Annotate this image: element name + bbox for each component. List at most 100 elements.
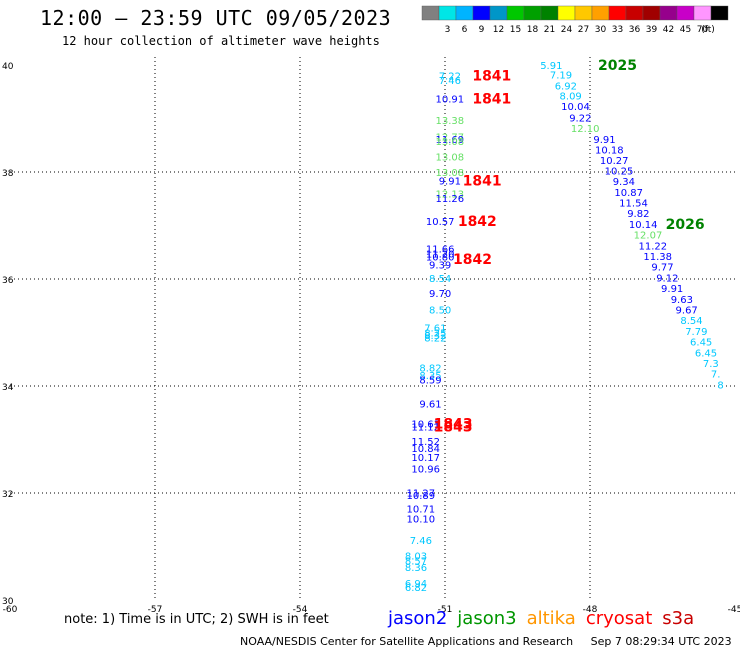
wave-height-label: 12.13 <box>436 189 465 200</box>
colorbar-tick-label: 21 <box>544 25 555 35</box>
wave-height-label: 10.89 <box>407 491 436 502</box>
wave-height-label: 8.32 <box>424 331 446 342</box>
colorbar-tick-label: 24 <box>561 25 573 35</box>
wave-height-label: 8.35 <box>419 371 441 382</box>
wave-height-label: 10.84 <box>411 444 440 455</box>
wave-height-label: 11.22 <box>639 241 668 252</box>
wave-height-label: 11.66 <box>426 245 455 256</box>
wave-height-label: 11.26 <box>436 194 465 205</box>
wave-height-label: 8.25 <box>424 329 446 340</box>
colorbar-tick-label: 36 <box>629 25 641 35</box>
wave-height-label: 13.38 <box>436 116 465 127</box>
wave-height-label: 9.82 <box>627 209 649 220</box>
wave-height-label: 9.91 <box>661 284 683 295</box>
wave-height-label: 7.46 <box>439 76 461 87</box>
footnote: note: 1) Time is in UTC; 2) SWH is in fe… <box>64 612 329 627</box>
wave-height-label: 7.46 <box>410 536 432 547</box>
y-tick-label: 32 <box>2 490 13 500</box>
colorbar-swatch <box>710 5 729 21</box>
wave-height-label: 13.08 <box>436 137 465 148</box>
wave-height-label: 10.87 <box>614 188 643 199</box>
credit-line: NOAA/NESDIS Center for Satellite Applica… <box>240 635 732 648</box>
wave-height-label: 7.61 <box>424 324 446 335</box>
colorbar-tick-label: 6 <box>462 25 468 35</box>
wave-height-label: 8.82 <box>419 363 441 374</box>
wave-height-label: 8.09 <box>560 91 582 102</box>
pass-time-label: 1842 <box>453 252 492 268</box>
colorbar-tick-label: 12 <box>493 25 504 35</box>
wave-height-label: 13.08 <box>436 152 465 163</box>
wave-height-label: 6.45 <box>695 348 717 359</box>
x-tick-label: -45 <box>728 605 740 615</box>
wave-height-label: 10.96 <box>411 464 440 475</box>
colorbar-tick-label: 3 <box>445 25 451 35</box>
x-tick-label: -60 <box>3 605 18 615</box>
wave-height-label: 11.12 <box>411 423 440 434</box>
x-tick-label: -54 <box>293 605 308 615</box>
wave-height-label: 8.57 <box>405 556 427 567</box>
y-tick-label: 38 <box>2 169 14 179</box>
wave-height-label: 12.77 <box>436 133 465 144</box>
wave-height-map: -60 -57 -54 -51 -48 -453032343638407.227.4610… <box>2 57 740 615</box>
wave-height-label: 9.34 <box>613 177 635 188</box>
wave-height-label: 8.54 <box>429 274 451 285</box>
colorbar-tick-label: 45 <box>680 25 691 35</box>
pass-time-label: 1842 <box>458 214 497 230</box>
colorbar-tick-label: 39 <box>646 25 658 35</box>
colorbar-tick-label: 9 <box>479 25 485 35</box>
wave-height-label: 8.22 <box>424 333 446 344</box>
pass-time-label: 1841 <box>472 92 511 108</box>
x-tick-label: -51 <box>438 605 453 615</box>
wave-height-label: 10.18 <box>595 146 624 157</box>
colorbar-tick-label: 42 <box>663 25 674 35</box>
y-tick-label: 34 <box>2 383 14 393</box>
wave-height-label: 8.03 <box>405 552 427 563</box>
colorbar-tick-label: 33 <box>612 25 623 35</box>
pass-time-label: 1841 <box>463 174 502 190</box>
satellite-legend-item: jason3 <box>457 608 517 629</box>
wave-height-label: 7.3 <box>703 359 719 370</box>
wave-height-label: 10.61 <box>411 419 440 430</box>
colorbar-tick-label: 70 <box>697 25 709 35</box>
wave-height-label: 8.36 <box>405 563 427 574</box>
wave-height-label: 9.39 <box>429 261 451 272</box>
wave-height-label: 11.54 <box>619 198 648 209</box>
y-tick-label: 36 <box>2 276 14 286</box>
wave-height-label: 10.27 <box>600 156 629 167</box>
wave-height-label: 7.19 <box>550 71 572 82</box>
wave-height-label: 9.12 <box>656 273 678 284</box>
pass-time-label: 2025 <box>598 58 637 74</box>
colorbar-unit: (ft) <box>701 25 715 35</box>
color-scale-legend: 3 6 9 12 15 18 21 24 27 30 33 36 39 42 45 70(ft) <box>421 5 729 35</box>
wave-height-label: 9.22 <box>569 113 591 124</box>
wave-height-label: 11.27 <box>407 488 436 499</box>
wave-height-label: 10.10 <box>407 515 436 526</box>
wave-height-label: 9.70 <box>429 289 451 300</box>
pass-time-label: 1843 <box>434 420 473 436</box>
page-subtitle: 12 hour collection of altimeter wave hei… <box>62 34 380 48</box>
satellite-legend: jason2 jason3 altika cryosat s3a <box>388 608 704 629</box>
wave-height-label: 10.04 <box>561 102 590 113</box>
wave-height-label: 11.52 <box>411 437 440 448</box>
y-tick-label: 30 <box>2 597 14 607</box>
wave-height-label: 6.94 <box>405 579 427 590</box>
wave-height-label: 11.69 <box>436 135 465 146</box>
wave-height-label: 7.22 <box>439 72 461 83</box>
wave-height-label: 9.91 <box>593 135 615 146</box>
wave-height-label: 8.54 <box>680 316 702 327</box>
pass-time-label: 2026 <box>666 217 705 233</box>
wave-height-label: 6.92 <box>555 81 577 92</box>
y-tick-label: 40 <box>2 62 14 72</box>
colorbar-tick-label: 15 <box>510 25 521 35</box>
wave-height-label: 8 <box>717 380 723 391</box>
colorbar-tick-label: 30 <box>595 25 607 35</box>
wave-height-label: 10.17 <box>411 453 440 464</box>
x-tick-label: -48 <box>583 605 598 615</box>
page-title: 12:00 — 23:59 UTC 09/05/2023 <box>40 6 392 30</box>
wave-height-label: 6.82 <box>405 583 427 594</box>
wave-height-label: 11.38 <box>643 252 672 263</box>
wave-height-label: 12.10 <box>571 124 600 135</box>
wave-height-label: 8.59 <box>419 376 441 387</box>
satellite-legend-item: cryosat <box>585 608 653 629</box>
